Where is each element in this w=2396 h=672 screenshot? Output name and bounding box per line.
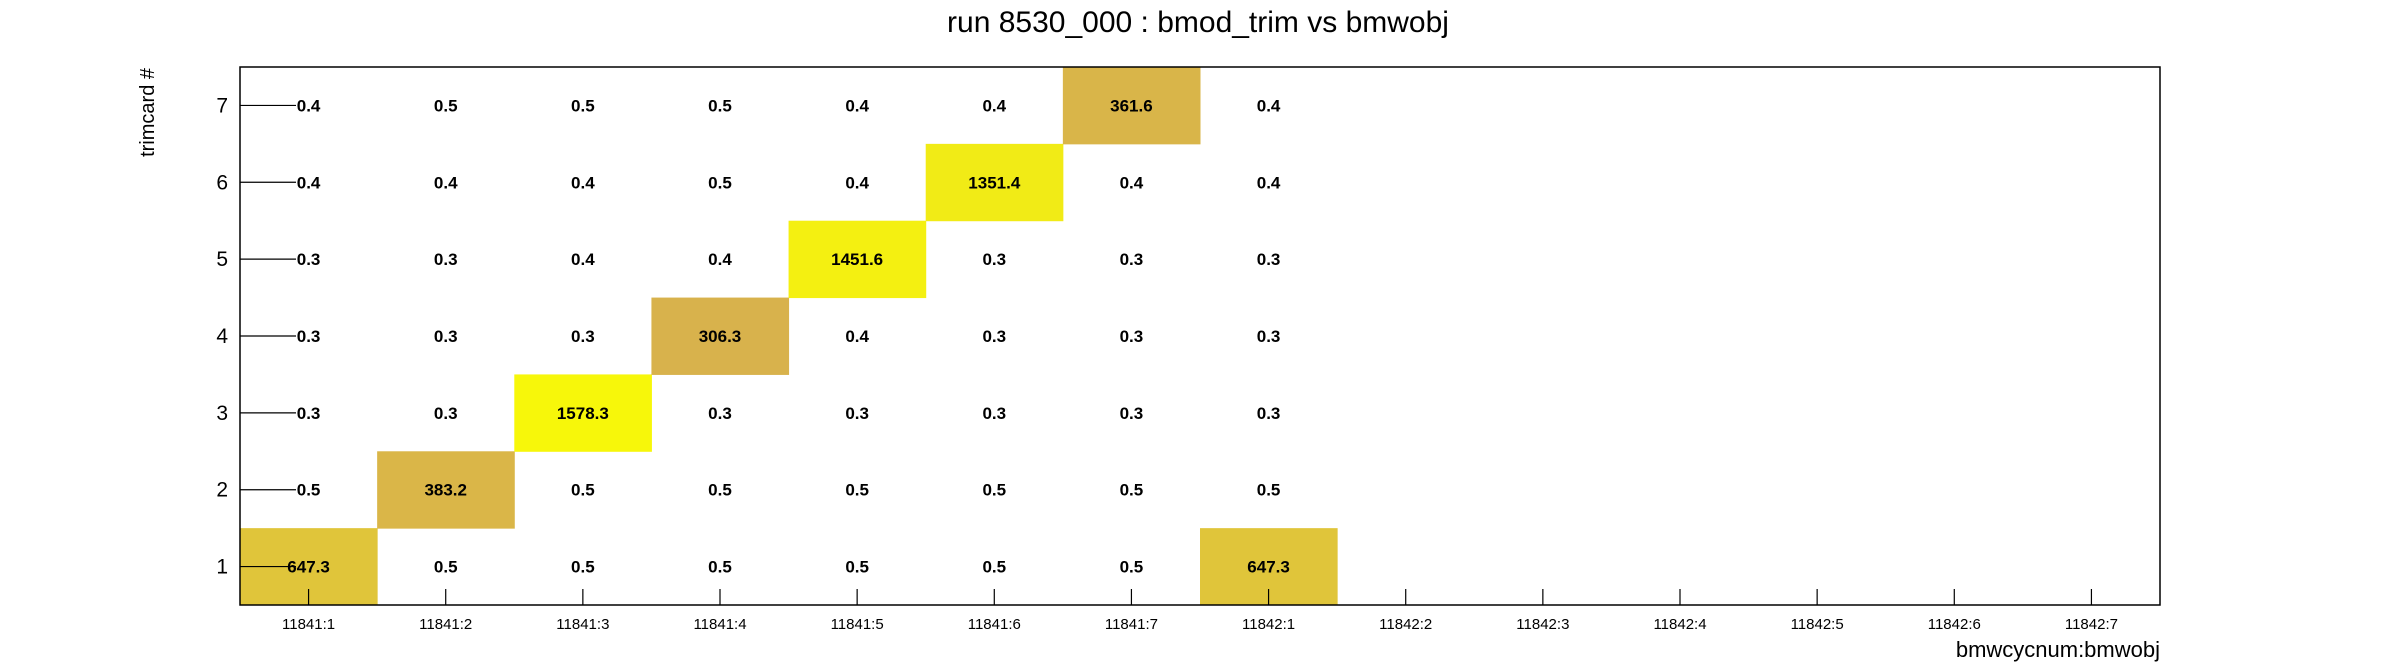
x-tick-label: 11842:6 — [1928, 616, 1981, 633]
cell-value-label: 0.5 — [845, 558, 869, 577]
x-tick-label: 11842:5 — [1791, 616, 1844, 633]
cell-value-label: 0.4 — [708, 250, 732, 269]
cell-value-label: 0.4 — [982, 96, 1006, 115]
x-tick-label: 11841:6 — [968, 616, 1021, 633]
cell-value-label: 0.3 — [1257, 250, 1281, 269]
cell-value-label: 0.5 — [297, 481, 321, 500]
y-tick-label: 2 — [216, 479, 228, 502]
x-tick-label: 11842:3 — [1516, 616, 1569, 633]
y-tick-label: 4 — [216, 325, 228, 348]
cell-value-label: 0.3 — [1257, 404, 1281, 423]
cell-value-label: 0.5 — [571, 96, 595, 115]
cell-value-label: 0.4 — [571, 173, 595, 192]
cell-value-label: 0.3 — [434, 404, 458, 423]
y-axis-label: trimcard # — [137, 67, 159, 157]
x-tick-label: 11842:4 — [1653, 616, 1706, 633]
cell-value-label: 383.2 — [424, 481, 467, 500]
x-tick-label: 11842:7 — [2065, 616, 2118, 633]
cell-value-label: 0.5 — [708, 173, 732, 192]
heatmap-cells — [240, 67, 1338, 606]
x-axis-ticks: 11841:1 11841:2 11841:3 11841:4 11841:5 11841… — [282, 589, 2118, 633]
cell-value-label: 0.4 — [1120, 173, 1144, 192]
cell-value-label: 0.5 — [571, 558, 595, 577]
cell-value-label: 0.3 — [1120, 327, 1144, 346]
x-tick-label: 11841:3 — [556, 616, 609, 633]
cell-value-label: 0.3 — [982, 250, 1006, 269]
heatmap-cell — [514, 374, 652, 452]
cell-value-label: 0.3 — [1120, 250, 1144, 269]
cell-value-label: 0.3 — [708, 404, 732, 423]
heatmap-cell — [788, 220, 927, 299]
cell-value-label: 0.4 — [297, 96, 321, 115]
cell-value-label: 0.5 — [982, 481, 1006, 500]
y-tick-label: 7 — [216, 94, 228, 117]
x-axis-label: bmwcycnum:bmwobj — [1956, 637, 2160, 662]
cell-value-label: 0.3 — [571, 327, 595, 346]
cell-value-label: 0.3 — [297, 404, 321, 423]
y-tick-label: 5 — [216, 248, 228, 271]
cell-value-label: 0.5 — [1257, 481, 1281, 500]
cell-value-label: 0.4 — [297, 173, 321, 192]
cell-value-label: 0.3 — [434, 327, 458, 346]
x-tick-label: 11841:2 — [419, 616, 472, 633]
cell-value-label: 0.5 — [1120, 481, 1144, 500]
cell-value-label: 0.4 — [571, 250, 595, 269]
heatmap-cell — [1062, 67, 1201, 145]
cell-value-label: 361.6 — [1110, 96, 1153, 115]
cell-value-label: 0.5 — [434, 558, 458, 577]
cell-value-label: 0.5 — [1120, 558, 1144, 577]
cell-value-label: 0.3 — [982, 404, 1006, 423]
heatmap-cell-labels: 647.3 0.5 0.3 0.3 0.3 0.4 0.4 0.5 383.2 0.3 0.3 0.3… — [287, 96, 1290, 576]
x-tick-label: 11841:4 — [693, 616, 746, 633]
cell-value-label: 0.5 — [845, 481, 869, 500]
cell-value-label: 0.4 — [1257, 96, 1281, 115]
cell-value-label: 0.3 — [1120, 404, 1144, 423]
cell-value-label: 0.4 — [1257, 173, 1281, 192]
cell-value-label: 0.3 — [297, 327, 321, 346]
cell-value-label: 0.5 — [708, 558, 732, 577]
cell-value-label: 0.5 — [708, 96, 732, 115]
cell-value-label: 0.5 — [571, 481, 595, 500]
x-tick-label: 11841:1 — [282, 616, 335, 633]
cell-value-label: 306.3 — [699, 327, 742, 346]
heatmap-cell — [377, 451, 515, 529]
chart-title: run 8530_000 : bmod_trim vs bmwobj — [947, 6, 1449, 39]
cell-value-label: 1451.6 — [831, 250, 883, 269]
cell-value-label: 0.4 — [845, 96, 869, 115]
cell-value-label: 0.5 — [982, 558, 1006, 577]
x-tick-label: 11842:1 — [1242, 616, 1295, 633]
cell-value-label: 0.4 — [434, 173, 458, 192]
x-tick-label: 11842:2 — [1379, 616, 1432, 633]
cell-value-label: 0.5 — [434, 96, 458, 115]
cell-value-label: 0.3 — [434, 250, 458, 269]
x-tick-label: 11841:5 — [831, 616, 884, 633]
y-tick-label: 6 — [216, 171, 228, 194]
cell-value-label: 647.3 — [287, 558, 330, 577]
heatmap-cell — [925, 143, 1064, 222]
cell-value-label: 0.3 — [982, 327, 1006, 346]
cell-value-label: 0.4 — [845, 327, 869, 346]
y-axis-ticks: 1 2 3 4 5 6 7 — [216, 94, 296, 579]
cell-value-label: 0.3 — [297, 250, 321, 269]
y-tick-label: 3 — [216, 402, 228, 425]
cell-value-label: 1351.4 — [968, 173, 1021, 192]
cell-value-label: 647.3 — [1247, 558, 1290, 577]
cell-value-label: 1578.3 — [557, 404, 609, 423]
cell-value-label: 0.3 — [845, 404, 869, 423]
cell-value-label: 0.4 — [845, 173, 869, 192]
y-tick-label: 1 — [216, 556, 228, 579]
cell-value-label: 0.3 — [1257, 327, 1281, 346]
x-tick-label: 11841:7 — [1105, 616, 1158, 633]
heatmap-cell — [651, 297, 790, 375]
cell-value-label: 0.5 — [708, 481, 732, 500]
